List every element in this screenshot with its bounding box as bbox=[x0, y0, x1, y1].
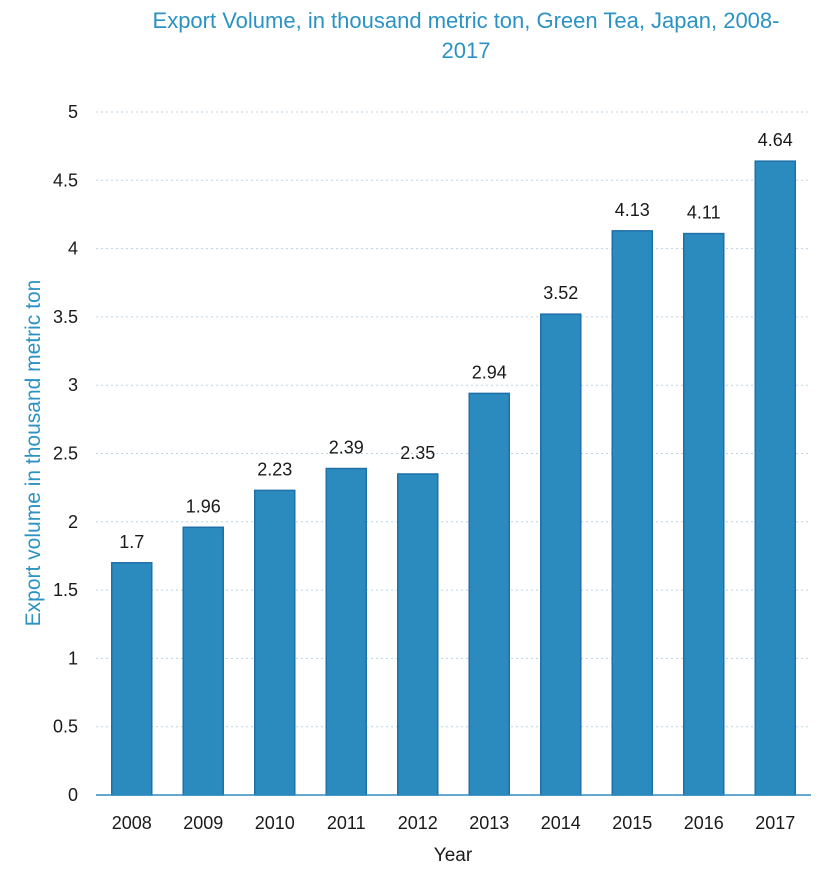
x-tick-label-2013: 2013 bbox=[469, 813, 509, 833]
bar-2012 bbox=[397, 473, 439, 796]
bar-2009 bbox=[182, 526, 224, 796]
y-tick-label: 1.5 bbox=[53, 580, 78, 600]
x-tick-label-2017: 2017 bbox=[755, 813, 795, 833]
y-tick-label: 0.5 bbox=[53, 717, 78, 737]
data-labels: 1.7 1.96 2.23 2.39 2.35 2.94 3.52 4.13 4.11 4.64 bbox=[119, 130, 793, 552]
y-tick-label: 0 bbox=[68, 785, 78, 805]
y-axis-ticks: 0 0.5 1 1.5 2 2.5 3 3.5 4 4.5 5 bbox=[53, 102, 78, 805]
bar-2008 bbox=[111, 562, 153, 796]
data-label-2014: 3.52 bbox=[543, 283, 578, 303]
x-tick-label-2014: 2014 bbox=[541, 813, 581, 833]
y-tick-label: 2 bbox=[68, 512, 78, 532]
y-tick-label: 2.5 bbox=[53, 444, 78, 464]
data-label-2012: 2.35 bbox=[400, 443, 435, 463]
y-tick-label: 5 bbox=[68, 102, 78, 122]
x-tick-label-2009: 2009 bbox=[183, 813, 223, 833]
y-axis-title: Export volume in thousand metric ton bbox=[22, 280, 45, 627]
x-tick-label-2012: 2012 bbox=[398, 813, 438, 833]
x-tick-label-2016: 2016 bbox=[684, 813, 724, 833]
bar-2011 bbox=[325, 467, 367, 796]
data-label-2008: 1.7 bbox=[119, 532, 144, 552]
y-tick-label: 4 bbox=[68, 239, 78, 259]
bar-2016 bbox=[683, 232, 725, 796]
data-label-2015: 4.13 bbox=[615, 200, 650, 220]
bar-2013 bbox=[468, 392, 510, 796]
data-label-2016: 4.11 bbox=[687, 203, 721, 223]
chart-title: Export Volume, in thousand metric ton, G… bbox=[153, 8, 780, 63]
x-tick-label-2010: 2010 bbox=[255, 813, 295, 833]
y-tick-label: 3.5 bbox=[53, 307, 78, 327]
bar-2017 bbox=[754, 160, 796, 796]
chart-title-line-2: 2017 bbox=[442, 38, 491, 63]
data-label-2017: 4.64 bbox=[758, 130, 793, 150]
data-label-2010: 2.23 bbox=[257, 459, 292, 479]
x-tick-label-2015: 2015 bbox=[612, 813, 652, 833]
data-label-2009: 1.96 bbox=[186, 496, 221, 516]
y-tick-label: 1 bbox=[68, 648, 78, 668]
chart-title-line-1: Export Volume, in thousand metric ton, G… bbox=[153, 8, 780, 33]
bars bbox=[111, 160, 796, 796]
data-label-2011: 2.39 bbox=[329, 438, 364, 458]
bar-2010 bbox=[254, 489, 296, 796]
x-tick-label-2008: 2008 bbox=[112, 813, 152, 833]
x-axis-title: Year bbox=[434, 845, 473, 866]
y-tick-label: 3 bbox=[68, 375, 78, 395]
data-label-2013: 2.94 bbox=[472, 362, 507, 382]
bar-2015 bbox=[611, 230, 653, 796]
x-axis-ticks: 2008 2009 2010 2011 2012 2013 2014 2015 2016 2017 bbox=[112, 813, 796, 833]
y-tick-label: 4.5 bbox=[53, 170, 78, 190]
bar-2014 bbox=[540, 313, 582, 796]
x-tick-label-2011: 2011 bbox=[327, 813, 366, 833]
